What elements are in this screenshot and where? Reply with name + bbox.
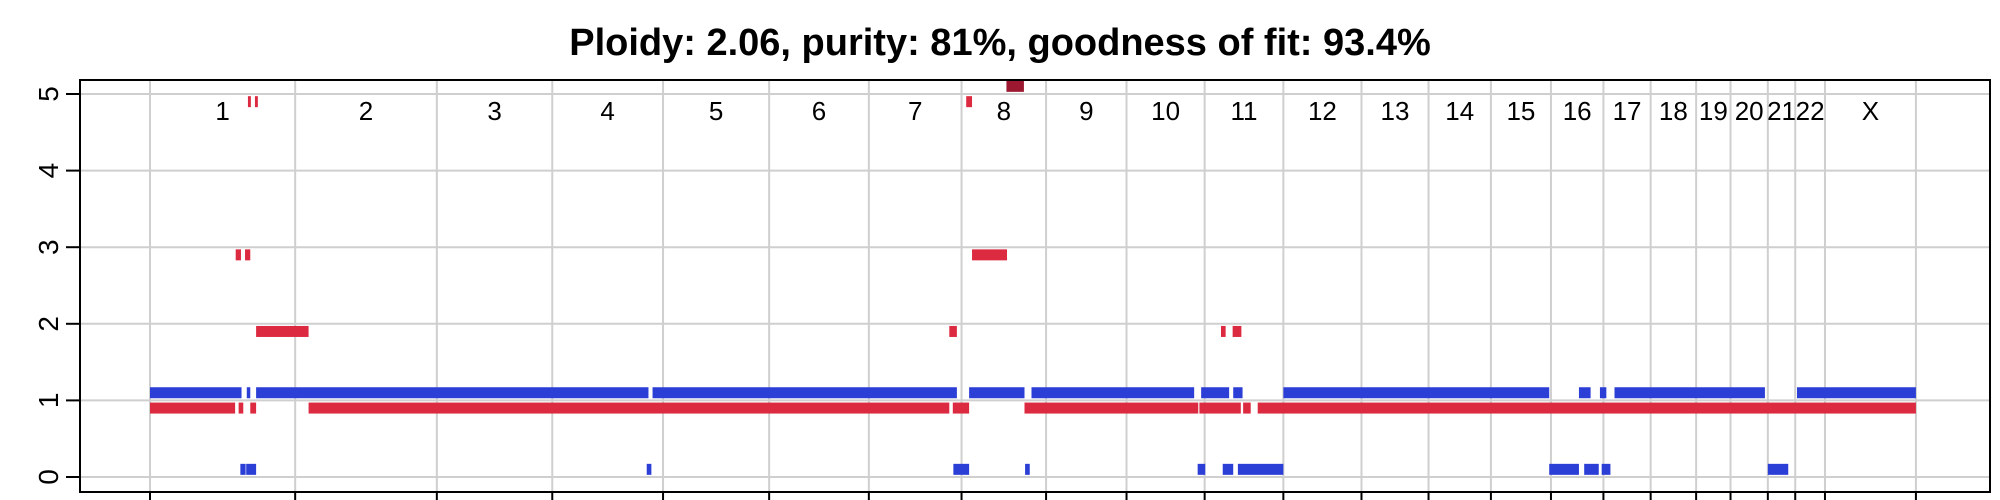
cn-segment: [1233, 387, 1243, 399]
cn-segment: [1197, 463, 1206, 475]
chromosome-label: X: [1862, 96, 1879, 126]
chromosome-label: 19: [1699, 96, 1728, 126]
chromosome-label: 1: [215, 96, 229, 126]
cn-segment: [246, 463, 257, 475]
cn-segment: [1220, 325, 1226, 337]
cn-segment: [238, 402, 244, 414]
cn-segment: [952, 402, 970, 414]
chromosome-label: 8: [997, 96, 1011, 126]
chromosome-label: 12: [1308, 96, 1337, 126]
cn-segment: [256, 387, 649, 399]
chromosome-label: 6: [812, 96, 826, 126]
chromosome-label: 11: [1231, 96, 1258, 126]
chromosome-label: 9: [1079, 96, 1093, 126]
cn-segment: [1796, 387, 1916, 399]
cn-segment: [646, 463, 652, 475]
cn-segment: [235, 249, 241, 261]
cn-segment: [1024, 402, 1199, 414]
plot-frame: [79, 79, 1991, 493]
cn-segment: [1257, 402, 1916, 414]
cn-segment: [256, 325, 309, 337]
cn-segment: [254, 96, 258, 108]
y-tick-label: 2: [33, 316, 64, 332]
cn-segment: [966, 96, 973, 108]
cn-segment: [1549, 463, 1579, 475]
cn-segment: [1584, 463, 1599, 475]
chromosome-label: 17: [1613, 96, 1642, 126]
cn-segment: [246, 387, 251, 399]
chromosome-label: 4: [600, 96, 614, 126]
chromosome-label: 7: [908, 96, 922, 126]
chromosome-label: 2: [359, 96, 373, 126]
cn-segment: [953, 463, 970, 475]
cn-segment: [1767, 463, 1789, 475]
cn-segment: [1006, 80, 1024, 92]
chart-title: Ploidy: 2.06, purity: 81%, goodness of f…: [569, 22, 1431, 64]
chromosome-label: 16: [1563, 96, 1592, 126]
cn-segment: [972, 249, 1008, 261]
cn-segment: [1283, 387, 1550, 399]
cn-segment: [949, 325, 957, 337]
chromosome-label: 15: [1506, 96, 1535, 126]
chromosome-label: 5: [709, 96, 723, 126]
cn-segment: [1237, 463, 1284, 475]
cn-segment: [969, 387, 1025, 399]
cn-segment: [1243, 402, 1251, 414]
cn-segment: [1614, 387, 1765, 399]
series-group-2: [1006, 80, 1024, 92]
series-layer: [150, 80, 1916, 475]
y-tick-label: 0: [33, 469, 64, 485]
cn-segment: [1601, 463, 1611, 475]
chromosome-label: 3: [487, 96, 501, 126]
series-group-1: [150, 387, 1916, 475]
y-axis-ticks: 0 1 2 3 4 5: [33, 86, 80, 485]
cn-segment: [247, 96, 251, 108]
chromosome-labels: 1 2 3 4 5 6 7 8 9 10 11 12 13 14 15 16 17 18 19 20 21 22 X: [215, 96, 1879, 126]
cn-segment: [1578, 387, 1591, 399]
chromosome-label: 18: [1659, 96, 1688, 126]
cn-segment: [150, 402, 236, 414]
cn-segment: [1025, 463, 1030, 475]
cn-segment: [240, 463, 246, 475]
cn-segment: [308, 402, 950, 414]
cn-segment: [1199, 402, 1241, 414]
cn-segment: [245, 249, 251, 261]
chromosome-label: 14: [1445, 96, 1474, 126]
cn-segment: [1599, 387, 1607, 399]
chromosome-label: 22: [1796, 96, 1825, 126]
chromosome-label: 21: [1767, 96, 1796, 126]
series-group-0: [150, 96, 1916, 414]
y-tick-label: 3: [33, 239, 64, 255]
y-tick-label: 1: [33, 393, 64, 409]
y-tick-label: 4: [33, 163, 64, 179]
cn-segment: [1201, 387, 1230, 399]
y-tick-label: 5: [33, 86, 64, 102]
grid-layer: [80, 80, 1990, 500]
chromosome-label: 20: [1735, 96, 1764, 126]
cn-segment: [1031, 387, 1195, 399]
chromosome-label: 10: [1151, 96, 1180, 126]
cn-segment: [1222, 463, 1234, 475]
cn-segment: [652, 387, 957, 399]
chromosome-label: 13: [1381, 96, 1410, 126]
cn-segment: [250, 402, 257, 414]
cn-segment: [1232, 325, 1242, 337]
cn-segment: [150, 387, 242, 399]
